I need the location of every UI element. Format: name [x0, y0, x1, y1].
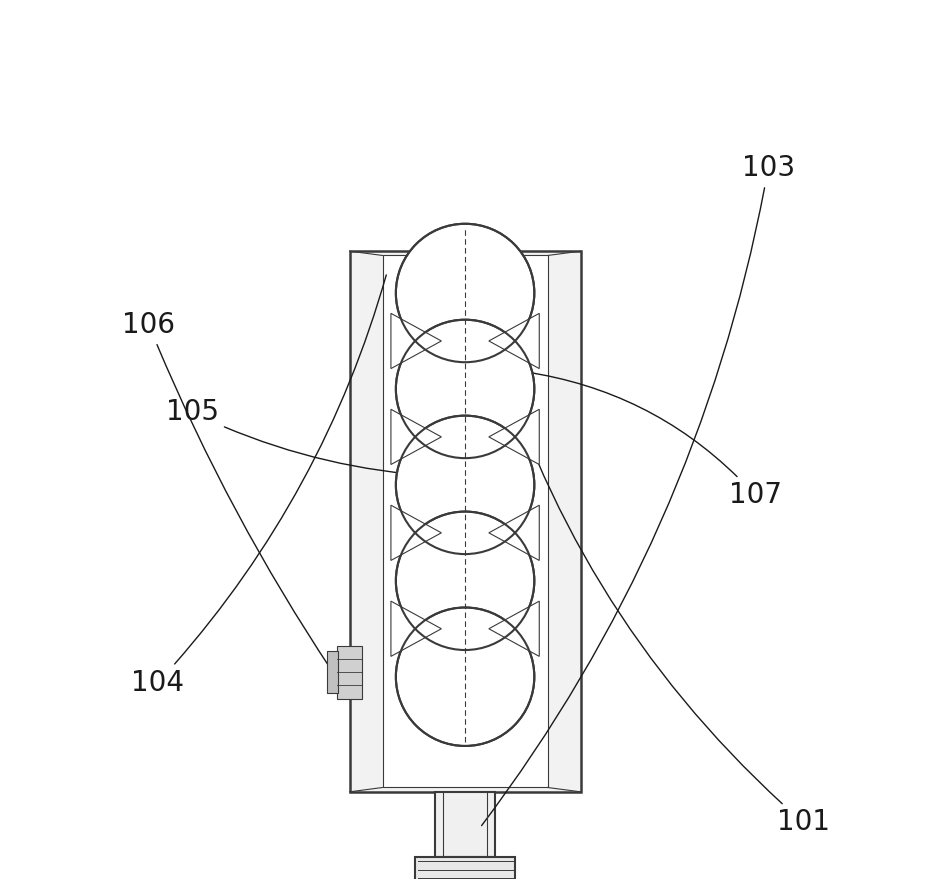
Text: 105: 105 [166, 399, 435, 476]
Text: 107: 107 [526, 372, 782, 509]
Circle shape [396, 416, 534, 554]
Text: 104: 104 [131, 275, 387, 696]
Polygon shape [391, 601, 442, 657]
Polygon shape [488, 409, 539, 464]
Bar [337, 646, 363, 698]
Polygon shape [391, 409, 442, 464]
Text: 101: 101 [489, 324, 829, 836]
Circle shape [396, 320, 534, 458]
Bar [349, 251, 581, 792]
Circle shape [396, 608, 534, 746]
Bar [383, 255, 547, 788]
Circle shape [396, 224, 534, 362]
Text: 103: 103 [482, 154, 795, 826]
Bar [327, 651, 338, 694]
Circle shape [396, 511, 534, 650]
Polygon shape [488, 505, 539, 561]
Polygon shape [391, 505, 442, 561]
Polygon shape [488, 314, 539, 369]
Bar [435, 792, 495, 858]
Text: 106: 106 [123, 311, 331, 670]
Polygon shape [391, 314, 442, 369]
Polygon shape [488, 601, 539, 657]
Bar [415, 858, 515, 886]
